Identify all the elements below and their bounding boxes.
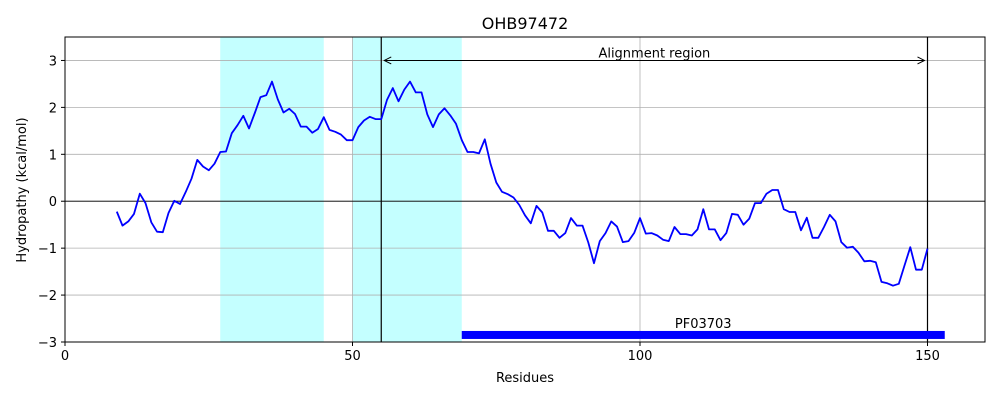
plot-frame [64, 36, 986, 343]
alignment-arrow-left-head [383, 56, 392, 65]
y-tick-label: −3 [38, 336, 57, 351]
y-tick-label: 2 [49, 101, 57, 116]
alignment-region-label: Alignment region [598, 46, 710, 61]
y-axis-label: Hydropathy (kcal/mol) [15, 117, 30, 262]
highlight-region-2 [352, 37, 462, 342]
highlight-region-1 [220, 37, 324, 342]
y-tick-label: 3 [49, 54, 57, 69]
x-tick-label: 100 [628, 349, 653, 364]
alignment-boundary-lines [380, 37, 929, 342]
y-tick-label: 1 [49, 148, 57, 163]
x-axis-label: Residues [496, 371, 554, 386]
domain-label: PF03703 [675, 317, 732, 332]
hydropathy-series [115, 80, 929, 287]
y-axis-ticks: −3 −2 −1 0 1 2 3 [38, 54, 65, 351]
x-axis-ticks: 0 50 100 150 [61, 342, 940, 364]
x-tick-label: 50 [344, 349, 361, 364]
y-tick-label: −2 [38, 289, 57, 304]
grid-lines [64, 37, 985, 343]
domain-bar-group: PF03703 [461, 317, 945, 339]
hydropathy-line [115, 80, 929, 287]
x-tick-label: 0 [61, 349, 69, 364]
y-tick-label: −1 [38, 242, 57, 257]
domain-bar [461, 330, 945, 339]
x-tick-label: 150 [915, 349, 940, 364]
y-tick-label: 0 [49, 195, 57, 210]
highlight-regions [220, 37, 462, 342]
alignment-arrow-right-head [917, 56, 926, 65]
annotations: Alignment region [383, 46, 926, 65]
chart-title: OHB97472 [482, 14, 569, 33]
